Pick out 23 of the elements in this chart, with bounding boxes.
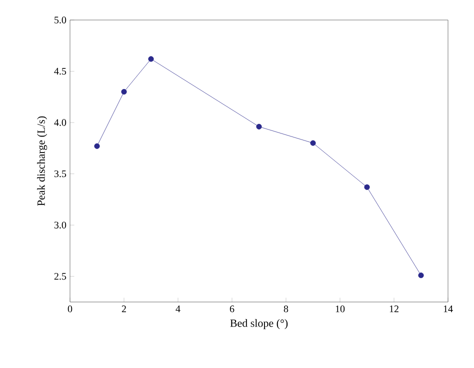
y-axis-title: Peak discharge (L/s) xyxy=(37,116,48,206)
point xyxy=(94,143,100,149)
y-tick-label: 4.0 xyxy=(54,119,66,126)
point xyxy=(310,140,316,146)
point xyxy=(121,88,127,95)
y-tick-label: 3.0 xyxy=(54,222,66,228)
y-tick-label: 4.5 xyxy=(54,68,66,75)
x-tick-label: 14 xyxy=(444,306,453,312)
y-tick-label: 5.0 xyxy=(54,16,66,24)
point xyxy=(364,184,370,190)
x-tick-label: 8 xyxy=(284,306,288,312)
y-tick-label: 2.5 xyxy=(54,272,66,280)
point xyxy=(256,124,262,130)
y-tick-label: 3.5 xyxy=(54,170,66,178)
x-tick-label: 10 xyxy=(336,306,345,312)
x-tick-label: 12 xyxy=(390,306,398,312)
x-tick-label: 0 xyxy=(68,306,72,312)
point xyxy=(148,56,154,62)
point xyxy=(418,272,424,278)
x-tick-label: 6 xyxy=(230,306,234,312)
x-axis-title: Bed slope (°) xyxy=(230,319,288,330)
x-tick-label: 4 xyxy=(176,306,180,312)
x-tick-label: 2 xyxy=(122,306,126,312)
